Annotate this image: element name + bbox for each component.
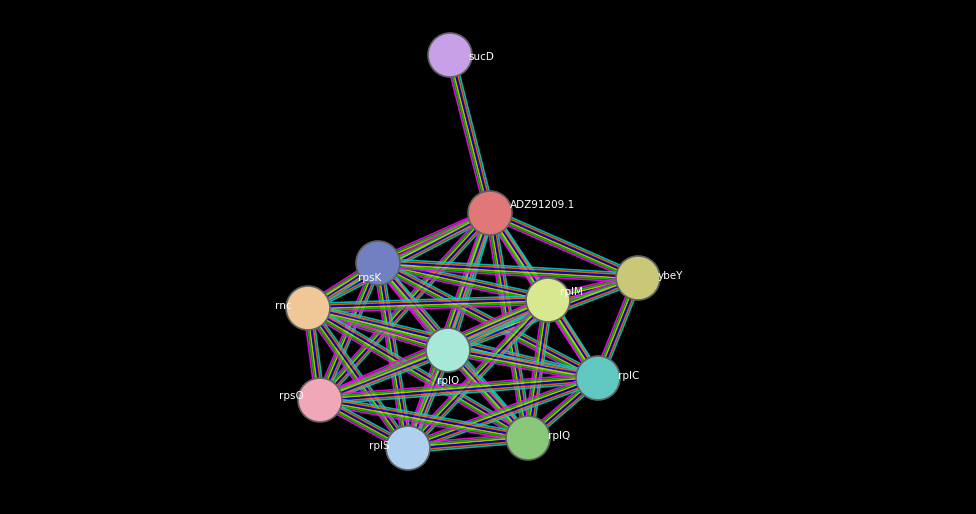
Circle shape xyxy=(386,426,430,470)
Text: rplQ: rplQ xyxy=(548,431,570,441)
Text: ybeY: ybeY xyxy=(658,271,683,281)
Text: rnc: rnc xyxy=(275,301,292,311)
Text: ADZ91209.1: ADZ91209.1 xyxy=(510,200,575,210)
Text: rplS: rplS xyxy=(369,441,390,451)
Circle shape xyxy=(426,328,470,372)
Text: rplC: rplC xyxy=(618,371,639,381)
Circle shape xyxy=(468,191,512,235)
Circle shape xyxy=(298,378,342,422)
Circle shape xyxy=(506,416,550,460)
Text: rpsK: rpsK xyxy=(358,273,382,283)
Circle shape xyxy=(526,278,570,322)
Text: sucD: sucD xyxy=(468,52,494,62)
Text: rplM: rplM xyxy=(560,287,583,297)
Text: rpsO: rpsO xyxy=(279,391,304,401)
Text: rplO: rplO xyxy=(437,376,459,386)
Circle shape xyxy=(356,241,400,285)
Circle shape xyxy=(428,33,472,77)
Circle shape xyxy=(616,256,660,300)
Circle shape xyxy=(286,286,330,330)
Circle shape xyxy=(576,356,620,400)
